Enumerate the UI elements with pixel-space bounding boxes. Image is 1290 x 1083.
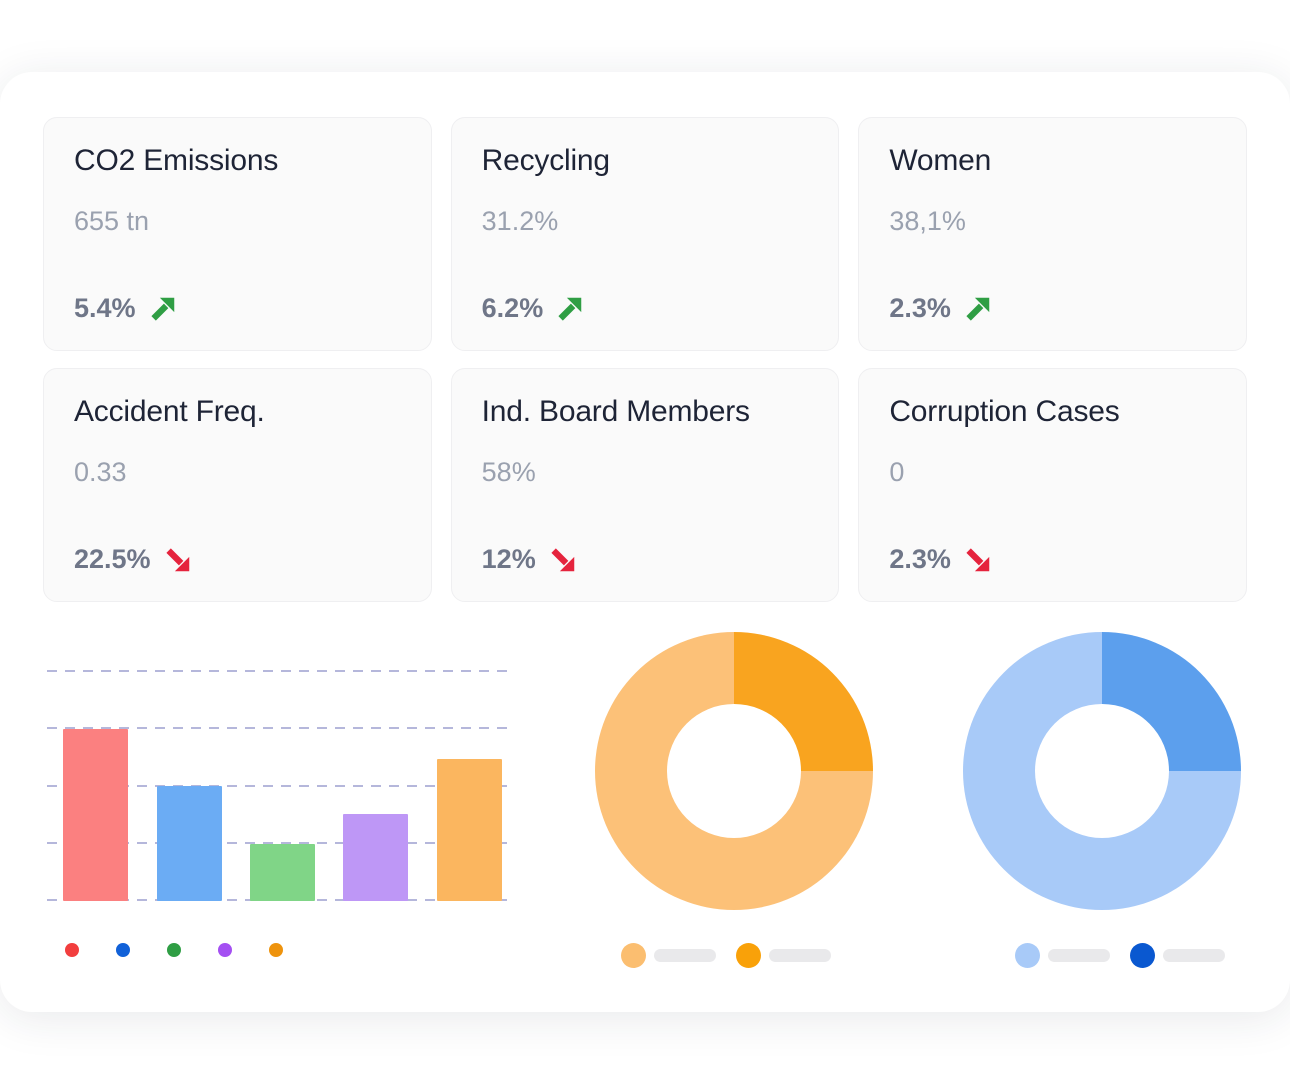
donut-chart-blue[interactable] [963,632,1241,910]
trend-arrow-icon [966,547,990,571]
bar-purple[interactable] [343,814,408,901]
kpi-delta: 12% [482,544,809,575]
bar-green[interactable] [250,844,315,901]
kpi-value: 0 [889,457,905,487]
kpi-delta-value: 12% [481,544,536,574]
legend-label-placeholder [1163,949,1225,962]
kpi-delta: 22.5% [74,544,401,575]
trend-arrow-icon [150,297,174,321]
kpi-card-accident-freq[interactable]: Accident Freq. 0.33 22.5% [43,368,432,602]
kpi-grid: CO2 Emissions 655 tn 5.4% Recycling 31.2… [43,117,1247,602]
legend-item[interactable] [1015,943,1110,968]
kpi-delta: 6.2% [482,293,809,324]
bar-blue[interactable] [157,786,222,901]
kpi-delta: 2.3% [889,293,1216,324]
gridline [47,785,512,787]
kpi-title: CO2 Emissions [74,144,279,177]
kpi-card-recycling[interactable]: Recycling 31.2% 6.2% [450,117,840,351]
gridline [47,842,512,844]
kpi-delta-value: 5.4% [74,293,136,323]
kpi-value: 0.33 [74,457,127,487]
dashboard-panel: CO2 Emissions 655 tn 5.4% Recycling 31.2… [0,72,1290,1012]
legend-dot-orange[interactable] [269,943,283,957]
kpi-delta-value: 6.2% [481,293,544,323]
kpi-card-corruption-cases[interactable]: Corruption Cases 0 2.3% [858,368,1247,602]
gridline [47,727,512,729]
kpi-delta: 5.4% [74,293,401,324]
kpi-card-co2-emissions[interactable]: CO2 Emissions 655 tn 5.4% [43,117,432,351]
kpi-card-women[interactable]: Women 38,1% 2.3% [858,117,1247,351]
bar-chart-legend [65,943,283,957]
legend-label-placeholder [1048,949,1110,962]
trend-arrow-icon [551,547,574,571]
legend-dot-green[interactable] [167,943,181,957]
kpi-value: 31.2% [481,206,559,236]
gridline [47,670,512,672]
bar-orange[interactable] [437,759,502,901]
donut-hole [1035,704,1169,838]
kpi-value: 38,1% [889,206,966,236]
donut-hole [667,704,801,838]
donut-orange-legend [621,943,831,968]
legend-dot [1130,943,1155,968]
kpi-delta-value: 22.5% [74,544,151,574]
trend-arrow-icon [165,547,189,571]
kpi-title: Corruption Cases [889,395,1120,428]
kpi-title: Recycling [481,144,610,177]
legend-dot-blue[interactable] [116,943,130,957]
kpi-title: Women [889,144,992,177]
legend-item[interactable] [736,943,831,968]
trend-arrow-icon [966,297,990,321]
legend-dot-purple[interactable] [218,943,232,957]
bar-red[interactable] [63,729,128,901]
kpi-delta: 2.3% [889,544,1216,575]
legend-item[interactable] [1130,943,1225,968]
kpi-value: 58% [481,457,536,487]
donut-chart-orange[interactable] [595,632,873,910]
legend-dot-red[interactable] [65,943,79,957]
trend-arrow-icon [558,297,582,321]
legend-dot [736,943,761,968]
legend-dot [621,943,646,968]
legend-item[interactable] [621,943,716,968]
legend-label-placeholder [769,949,831,962]
kpi-value: 655 tn [74,206,150,236]
kpi-delta-value: 2.3% [889,544,951,574]
legend-dot [1015,943,1040,968]
donut-blue-legend [1015,943,1225,968]
legend-label-placeholder [654,949,716,962]
kpi-delta-value: 2.3% [889,293,951,323]
bar-chart [47,670,512,901]
kpi-title: Accident Freq. [74,395,265,428]
kpi-card-ind-board-members[interactable]: Ind. Board Members 58% 12% [450,368,840,602]
kpi-title: Ind. Board Members [481,395,750,428]
